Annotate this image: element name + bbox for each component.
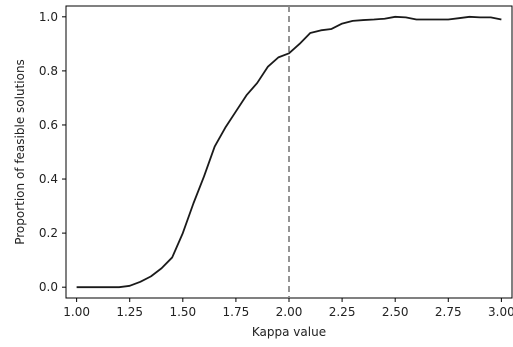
y-tick-label: 0.6 bbox=[39, 118, 58, 132]
y-tick-label: 0.8 bbox=[39, 64, 58, 78]
y-tick-label: 1.0 bbox=[39, 10, 58, 24]
x-axis-ticks: 1.00 1.25 1.50 1.75 2.00 2.25 2.50 2.75 3.00 bbox=[63, 298, 513, 319]
x-tick-label: 1.00 bbox=[63, 305, 90, 319]
x-tick-label: 2.25 bbox=[329, 305, 356, 319]
x-tick-label: 1.25 bbox=[116, 305, 143, 319]
y-tick-label: 0.0 bbox=[39, 280, 58, 294]
x-axis-label: Kappa value bbox=[252, 325, 326, 339]
y-tick-label: 0.2 bbox=[39, 226, 58, 240]
y-axis-ticks: 0.0 0.2 0.4 0.6 0.8 1.0 bbox=[39, 10, 66, 294]
x-tick-label: 1.75 bbox=[223, 305, 250, 319]
series-line bbox=[76, 15, 502, 289]
x-tick-label: 1.50 bbox=[169, 305, 196, 319]
x-tick-label: 3.00 bbox=[488, 305, 513, 319]
x-tick-label: 2.00 bbox=[276, 305, 303, 319]
y-axis-label: Proportion of feasible solutions bbox=[13, 59, 27, 245]
x-tick-label: 2.50 bbox=[382, 305, 409, 319]
x-tick-label: 2.75 bbox=[435, 305, 462, 319]
y-tick-label: 0.4 bbox=[39, 172, 58, 186]
